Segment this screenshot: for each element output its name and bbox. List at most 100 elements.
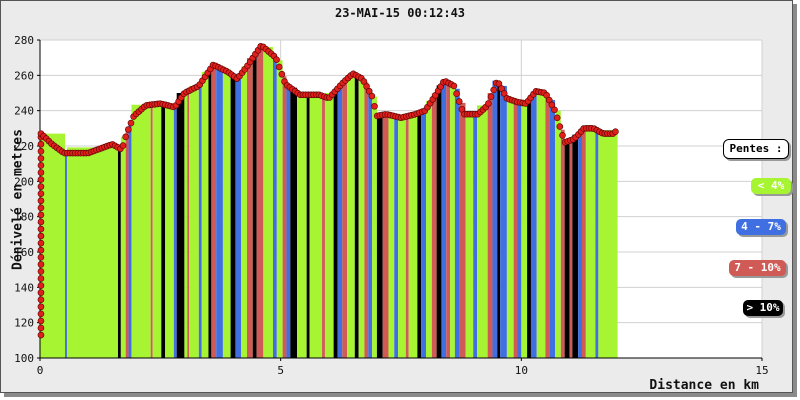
profile-point [453,90,460,98]
slope-bar [252,52,257,358]
x-tick-label: 5 [277,364,284,377]
slope-bar [263,46,273,359]
profile-point [37,317,45,325]
slope-bar [120,136,126,358]
axes: 100 120 140 160 180 200 220 240 260 280 0 5 10 15 [14,34,769,377]
slope-bar [388,114,395,358]
profile-point [273,56,280,63]
profile-point [37,169,45,176]
slope-bar [487,93,493,358]
profile-point [37,225,45,233]
slope-bar [286,84,291,358]
slope-bar [165,104,174,359]
slope-bar [477,105,488,358]
profile-point [37,331,45,339]
slope-bar [436,85,442,359]
slope-bar [333,88,338,358]
profile-point [37,197,45,205]
profile-point [127,119,135,127]
slope-bar [322,95,325,359]
slope-bar [545,93,550,358]
slope-bar [354,74,359,359]
slope-bar [517,102,522,358]
profile-point [122,133,129,141]
slope-bar [598,130,618,358]
profile-point [485,100,492,107]
slope-bar [497,80,501,358]
slope-bar [421,109,427,359]
slope-bar [347,74,355,359]
slope-bar [506,98,514,359]
y-tick-label: 240 [14,105,34,118]
y-tick-label: 120 [14,317,34,330]
profile-point [612,128,619,135]
slope-bar [125,128,129,358]
profile-point [37,176,45,183]
profile-point [37,218,45,226]
slope-bar [569,139,573,358]
slope-bar [246,58,253,359]
slope-bar [161,103,166,358]
slope-bar [454,88,460,358]
slope-bar [282,76,287,358]
profile-point [37,190,45,197]
slope-bar [492,80,498,358]
slope-bar [324,93,334,358]
slope-bar [536,91,546,358]
y-tick-label: 100 [14,352,34,365]
profile-point [37,211,45,219]
profile-point [371,102,378,110]
slope-bar [201,71,209,359]
slope-bar [376,114,383,358]
profile-point [37,275,45,282]
slope-bar [211,64,217,359]
y-tick-label: 180 [14,211,34,224]
slope-bar [450,83,455,359]
profile-point [553,114,561,122]
slope-bar [276,60,283,359]
slope-bar [521,102,528,358]
slope-bar [465,114,474,358]
slope-bar [272,55,277,359]
slope-bar [581,128,586,358]
slope-bar [473,114,478,358]
profile-point [37,232,45,240]
slope-bar [372,96,377,359]
slope-bar [40,133,66,358]
slope-bar [578,130,582,358]
y-tick-label: 220 [14,140,34,153]
x-tick-label: 15 [755,364,768,377]
slope-bar [208,67,212,358]
slope-bar [426,100,432,359]
slope-bar [65,153,67,358]
profile-point [455,98,463,105]
slope-bar [235,73,242,359]
legend-item-lt4: < 4% [751,178,791,194]
profile-point [278,70,286,78]
slope-bar [297,92,307,358]
profile-point [119,142,127,149]
slope-bar [572,134,579,358]
slope-bar [337,83,343,359]
slope-bar [342,78,348,358]
slope-bar [555,110,561,359]
profile-point [487,93,495,101]
slope-bar [417,112,422,358]
profile-point [37,239,45,247]
profile-point [37,282,45,289]
y-tick-label: 260 [14,69,34,82]
profile-point [37,324,45,332]
slope-bar [431,93,437,358]
slope-bar [394,116,399,358]
profile-point [125,126,132,133]
slope-bar [560,129,565,358]
slope-bar [117,147,121,358]
slope-bar [382,114,389,358]
slope-bar [150,104,153,358]
slope-bar [398,116,406,358]
slope-bar [131,104,151,359]
slope-bar [408,113,418,358]
y-tick-label: 280 [14,34,34,47]
slope-bars [40,46,618,359]
